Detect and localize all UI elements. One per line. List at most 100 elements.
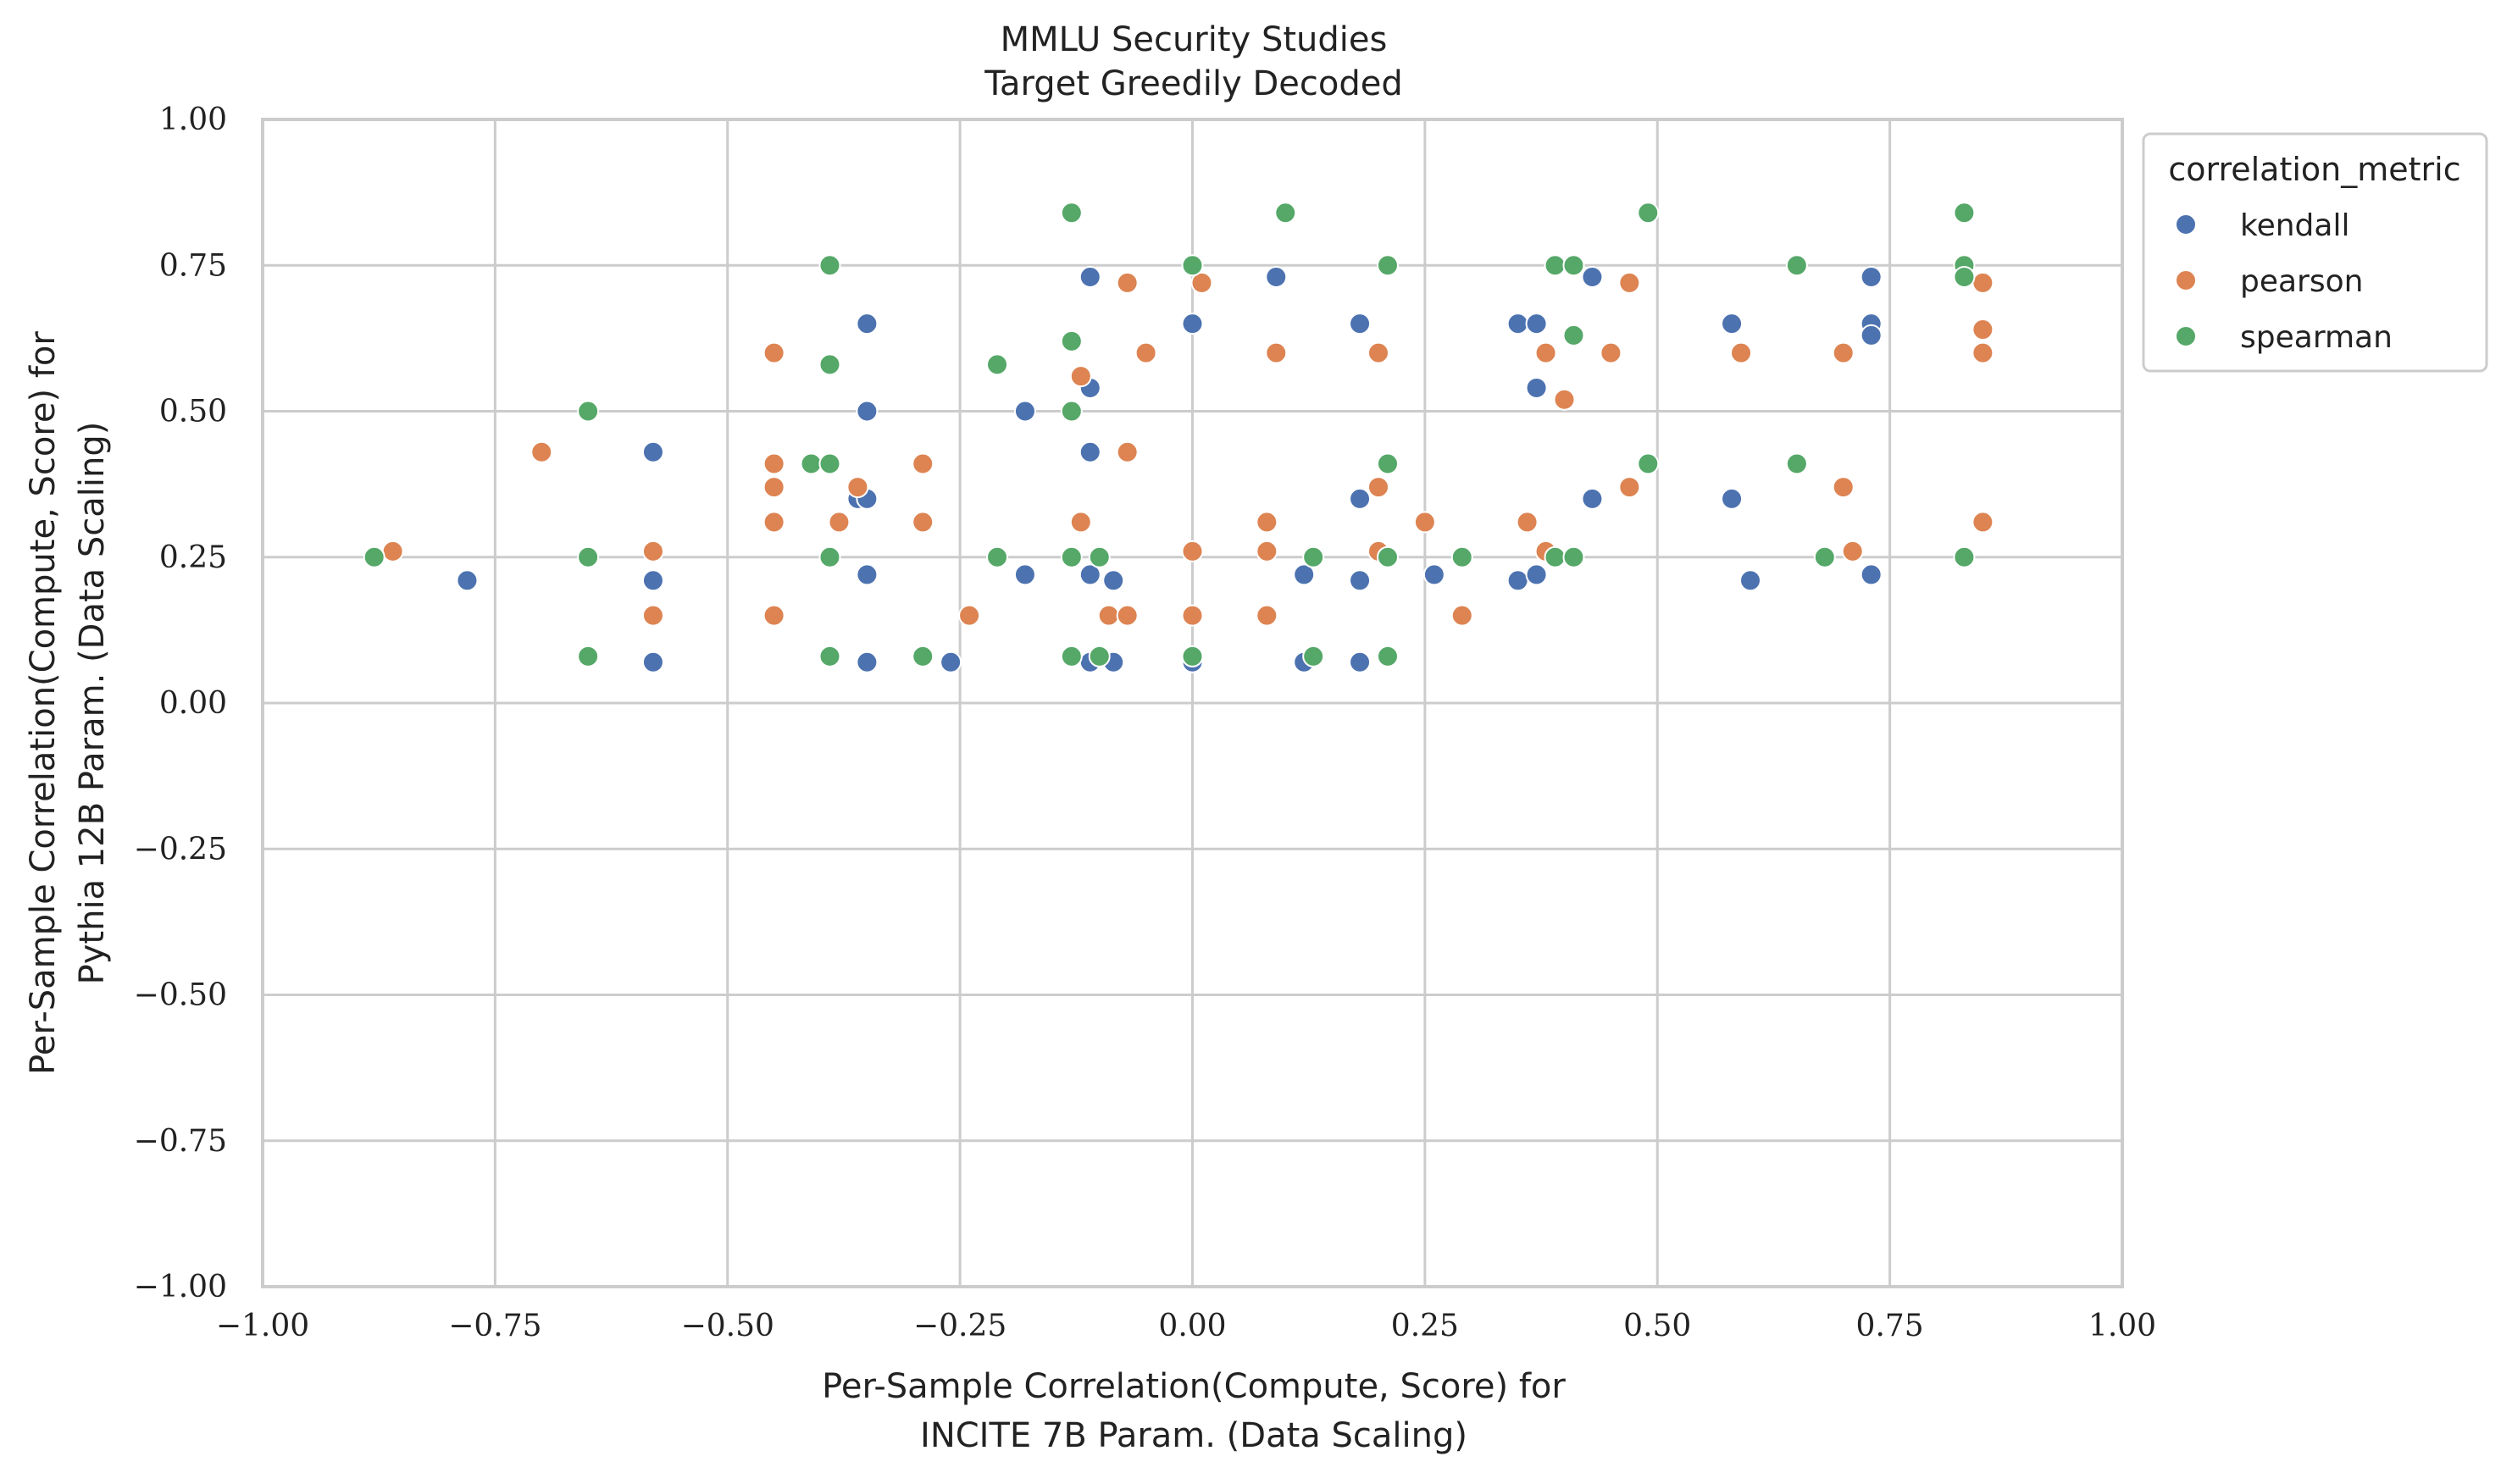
data-point-kendall: [1506, 569, 1529, 592]
data-point-spearman: [1450, 545, 1473, 568]
data-point-kendall: [1525, 376, 1548, 399]
data-point-spearman: [818, 254, 841, 277]
x-tick-label: 0.25: [1391, 1309, 1459, 1343]
data-point-spearman: [577, 400, 600, 423]
data-point-kendall: [856, 651, 879, 673]
data-point-spearman: [986, 353, 1009, 376]
data-point-pearson: [641, 604, 664, 627]
data-point-pearson: [912, 511, 934, 534]
data-point-kendall: [1739, 569, 1761, 592]
data-point-kendall: [1525, 313, 1548, 335]
y-axis-label-line-2: Pythia 12B Param. (Data Scaling): [73, 422, 112, 985]
data-point-kendall: [1349, 487, 1372, 510]
data-point-pearson: [1971, 341, 1994, 364]
x-tick-label: −0.25: [913, 1309, 1006, 1343]
x-tick-label: 0.50: [1623, 1309, 1691, 1343]
data-point-spearman: [1376, 645, 1399, 667]
y-tick-label: 0.25: [159, 540, 227, 575]
data-point-pearson: [1097, 604, 1120, 627]
data-point-spearman: [800, 452, 823, 475]
data-point-spearman: [1562, 254, 1585, 277]
data-point-spearman: [1953, 545, 1976, 568]
data-point-spearman: [1953, 202, 1976, 224]
data-point-kendall: [1102, 569, 1125, 592]
data-point-spearman: [1060, 329, 1083, 352]
data-point-pearson: [762, 511, 785, 534]
data-point-spearman: [577, 545, 600, 568]
data-point-spearman: [1544, 254, 1567, 277]
data-point-pearson: [1069, 511, 1092, 534]
data-point-pearson: [828, 511, 851, 534]
data-point-pearson: [762, 341, 785, 364]
data-point-spearman: [818, 353, 841, 376]
data-point-spearman: [1060, 645, 1083, 667]
data-point-pearson: [1069, 365, 1092, 388]
chart-title: MMLU Security Studies: [1001, 20, 1388, 59]
data-point-pearson: [1553, 388, 1576, 411]
legend-items: kendall pearson spearman: [2175, 208, 2393, 355]
data-point-pearson: [912, 452, 934, 475]
data-point-kendall: [1013, 563, 1036, 586]
data-point-spearman: [1813, 545, 1836, 568]
x-tick-label: 0.00: [1158, 1309, 1226, 1343]
data-point-spearman: [1376, 452, 1399, 475]
data-point-kendall: [641, 569, 664, 592]
legend-box: [2142, 132, 2488, 373]
data-point-spearman: [818, 452, 841, 475]
data-point-pearson: [1256, 540, 1278, 562]
data-point-kendall: [1349, 313, 1372, 335]
data-point-spearman: [1060, 545, 1083, 568]
data-point-pearson: [1730, 341, 1753, 364]
data-point-spearman: [1562, 324, 1585, 346]
x-tick-label: 0.75: [1856, 1309, 1924, 1343]
data-point-pearson: [1256, 604, 1278, 627]
data-point-kendall: [1506, 313, 1529, 335]
data-point-kendall: [1525, 563, 1548, 586]
chart-subtitle: Target Greedily Decoded: [984, 64, 1403, 103]
data-point-spearman: [1302, 545, 1325, 568]
legend-label-kendall: kendall: [2240, 208, 2349, 243]
data-point-kendall: [1013, 400, 1036, 423]
legend-label-spearman: spearman: [2240, 320, 2393, 355]
data-point-kendall: [1721, 313, 1744, 335]
x-tick-label: −1.00: [216, 1309, 309, 1343]
data-point-pearson: [1181, 604, 1204, 627]
data-point-spearman: [1637, 452, 1660, 475]
data-point-kendall: [1422, 563, 1445, 586]
data-point-spearman: [1060, 400, 1083, 423]
data-point-pearson: [1832, 341, 1855, 364]
data-point-pearson: [1971, 511, 1994, 534]
data-point-kendall: [856, 400, 879, 423]
data-point-kendall: [1860, 563, 1883, 586]
data-point-spearman: [818, 545, 841, 568]
data-point-spearman: [1060, 202, 1083, 224]
data-point-kendall: [1265, 266, 1288, 289]
data-point-kendall: [856, 563, 879, 586]
data-point-pearson: [1116, 271, 1139, 294]
data-point-spearman: [1181, 254, 1204, 277]
data-point-pearson: [1367, 476, 1389, 499]
y-tick-label: 1.00: [159, 102, 227, 137]
data-point-spearman: [1088, 545, 1111, 568]
data-point-pearson: [641, 540, 664, 562]
data-point-spearman: [577, 645, 600, 667]
data-point-spearman: [363, 545, 385, 568]
data-point-spearman: [818, 645, 841, 667]
data-point-spearman: [1302, 645, 1325, 667]
y-tick-label: −0.50: [134, 978, 227, 1013]
data-point-pearson: [381, 540, 404, 562]
x-axis-label-line-2: INCITE 7B Param. (Data Scaling): [920, 1416, 1467, 1455]
data-point-pearson: [762, 452, 785, 475]
data-point-kendall: [1079, 563, 1101, 586]
y-tick-labels: −1.00 −0.75 −0.50 −0.25 0.00 0.25 0.50 0.75 1.00: [134, 102, 227, 1304]
data-point-pearson: [1971, 271, 1994, 294]
data-point-pearson: [1256, 511, 1278, 534]
x-tick-label: −0.75: [448, 1309, 541, 1343]
plot-frame: [261, 118, 2124, 1288]
data-point-kendall: [1293, 563, 1316, 586]
x-axis-label-line-1: Per-Sample Correlation(Compute, Score) f…: [822, 1367, 1566, 1406]
data-point-pearson: [1134, 341, 1157, 364]
data-point-kendall: [1860, 266, 1883, 289]
data-point-pearson: [1516, 511, 1539, 534]
